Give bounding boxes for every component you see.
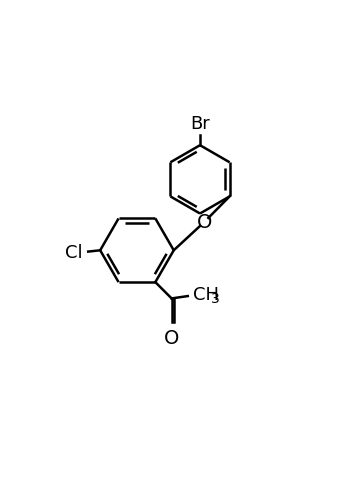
Text: Br: Br xyxy=(190,115,210,133)
Text: Cl: Cl xyxy=(65,244,83,262)
Text: O: O xyxy=(197,213,212,231)
Text: CH: CH xyxy=(193,286,219,304)
Text: 3: 3 xyxy=(211,292,219,306)
Text: O: O xyxy=(164,329,179,348)
